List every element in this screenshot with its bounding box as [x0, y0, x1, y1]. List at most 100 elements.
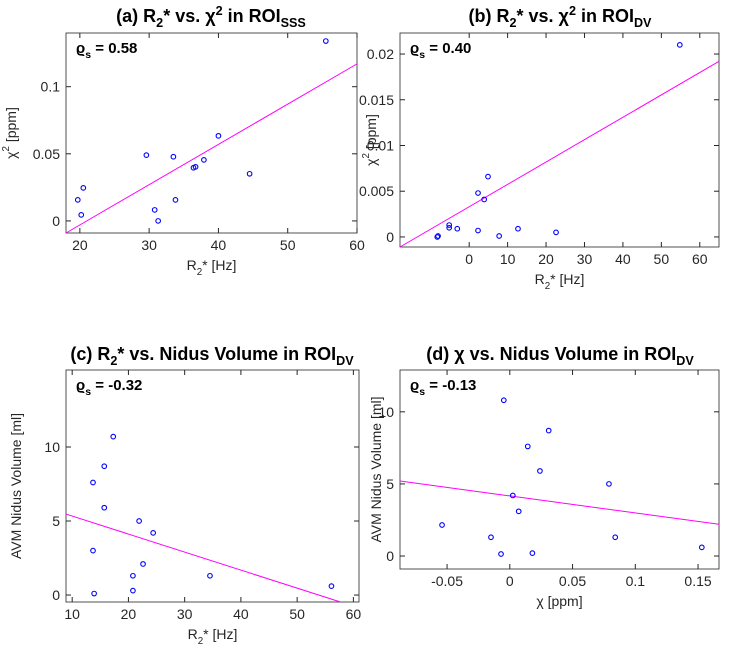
point	[328, 583, 335, 590]
point	[78, 212, 85, 218]
x-tick-label: 20	[72, 237, 88, 253]
point	[91, 590, 97, 597]
point	[488, 534, 494, 541]
text-part: = 0.58	[91, 40, 137, 57]
x-tick-label: 0.05	[559, 573, 586, 589]
text-part: (d) χ vs. Nidus Volume in ROI	[426, 344, 676, 364]
y-tick-label: 0	[52, 213, 60, 229]
text-part: 2	[545, 281, 550, 292]
text-part: 2	[361, 153, 372, 158]
annotation: ϱs = 0.58	[76, 40, 137, 61]
text-part: ϱ	[76, 377, 85, 394]
text-part: (a) R	[116, 6, 156, 26]
x-tick-label: 0.1	[626, 573, 646, 589]
point	[151, 207, 158, 213]
y-tick-label: 0.005	[359, 183, 394, 199]
text-part: = -0.13	[425, 377, 476, 394]
y-tick-label: 0.02	[367, 46, 394, 62]
x-axis-label: R2* [Hz]	[187, 257, 237, 278]
x-axis-label: R2* [Hz]	[188, 626, 238, 647]
text-part: SSS	[281, 16, 306, 30]
text-part: 2	[216, 4, 223, 18]
text-part: 2	[510, 16, 517, 30]
x-tick-label: 30	[177, 606, 193, 622]
point	[201, 156, 207, 163]
fit-line	[65, 513, 341, 603]
point	[553, 229, 559, 236]
point	[90, 547, 96, 554]
annotation: ϱs = 0.40	[410, 40, 471, 61]
text-part: ϱ	[410, 40, 419, 57]
x-tick-label: 60	[692, 251, 708, 267]
y-axis-label: χ2 [ppm]	[1, 107, 19, 159]
point	[130, 587, 136, 594]
plot-area	[399, 369, 720, 570]
y-tick-label: 0	[386, 548, 394, 564]
text-part: χ	[3, 151, 19, 159]
x-tick-label: 10	[64, 606, 80, 622]
point	[136, 518, 142, 524]
point	[515, 225, 521, 232]
point	[215, 132, 222, 139]
x-tick-label: 0	[506, 573, 514, 589]
fit-line	[399, 60, 720, 248]
text-part: = 0.40	[425, 40, 471, 57]
text-part: 2	[569, 4, 576, 18]
x-tick-label: 0	[465, 251, 473, 267]
chart-title: (a) R2* vs. χ2 in ROISSS	[116, 4, 306, 30]
point	[101, 463, 108, 470]
y-tick-label: 0.05	[33, 146, 60, 162]
x-tick-label: 10	[500, 251, 516, 267]
text-part: 2	[110, 354, 117, 368]
text-part: = -0.32	[91, 377, 142, 394]
point	[80, 185, 87, 191]
text-part: s	[85, 49, 91, 61]
point	[90, 479, 96, 486]
x-tick-label: 50	[280, 237, 296, 253]
x-tick-label: 50	[654, 251, 670, 267]
point	[150, 530, 157, 536]
point	[676, 42, 683, 48]
x-axis-label: R2* [Hz]	[535, 271, 585, 292]
y-axis-label: AVM Nidus Volume [ml]	[368, 396, 384, 542]
point	[439, 522, 445, 528]
point	[529, 550, 536, 556]
point	[140, 561, 146, 567]
text-part: χ	[363, 158, 379, 166]
fit-line	[399, 480, 720, 525]
text-part: s	[419, 386, 425, 398]
point	[246, 170, 253, 177]
y-axis-label: AVM Nidus Volume [ml]	[8, 413, 24, 559]
x-tick-label: 30	[141, 237, 157, 253]
text-part: 2	[156, 16, 163, 30]
y-tick-label: 0.01	[367, 137, 394, 153]
y-tick-label: 0.1	[41, 79, 61, 95]
x-tick-label: 20	[121, 606, 137, 622]
y-tick-label: 10	[44, 439, 60, 455]
point	[481, 196, 488, 203]
fit-line	[65, 63, 358, 234]
chart-title: (b) R2* vs. χ2 in ROIDV	[469, 4, 653, 30]
text-part: * [Hz]	[202, 257, 236, 273]
point	[74, 196, 81, 203]
point	[172, 196, 179, 203]
x-tick-label: -0.05	[431, 573, 463, 589]
x-tick-label: 30	[577, 251, 593, 267]
y-tick-label: 5	[386, 476, 394, 492]
x-tick-label: 60	[349, 237, 365, 253]
point	[434, 234, 441, 240]
text-part: ϱ	[410, 377, 419, 394]
x-tick-label: 60	[346, 606, 362, 622]
text-part: * vs. χ	[163, 6, 216, 26]
point	[509, 492, 516, 499]
plot-area	[65, 32, 358, 234]
text-part: 2	[1, 146, 12, 151]
text-part: R	[535, 271, 545, 287]
text-part: * vs. χ	[517, 6, 570, 26]
y-axis-label: χ2 [ppm]	[361, 114, 379, 166]
text-part: R	[187, 257, 197, 273]
